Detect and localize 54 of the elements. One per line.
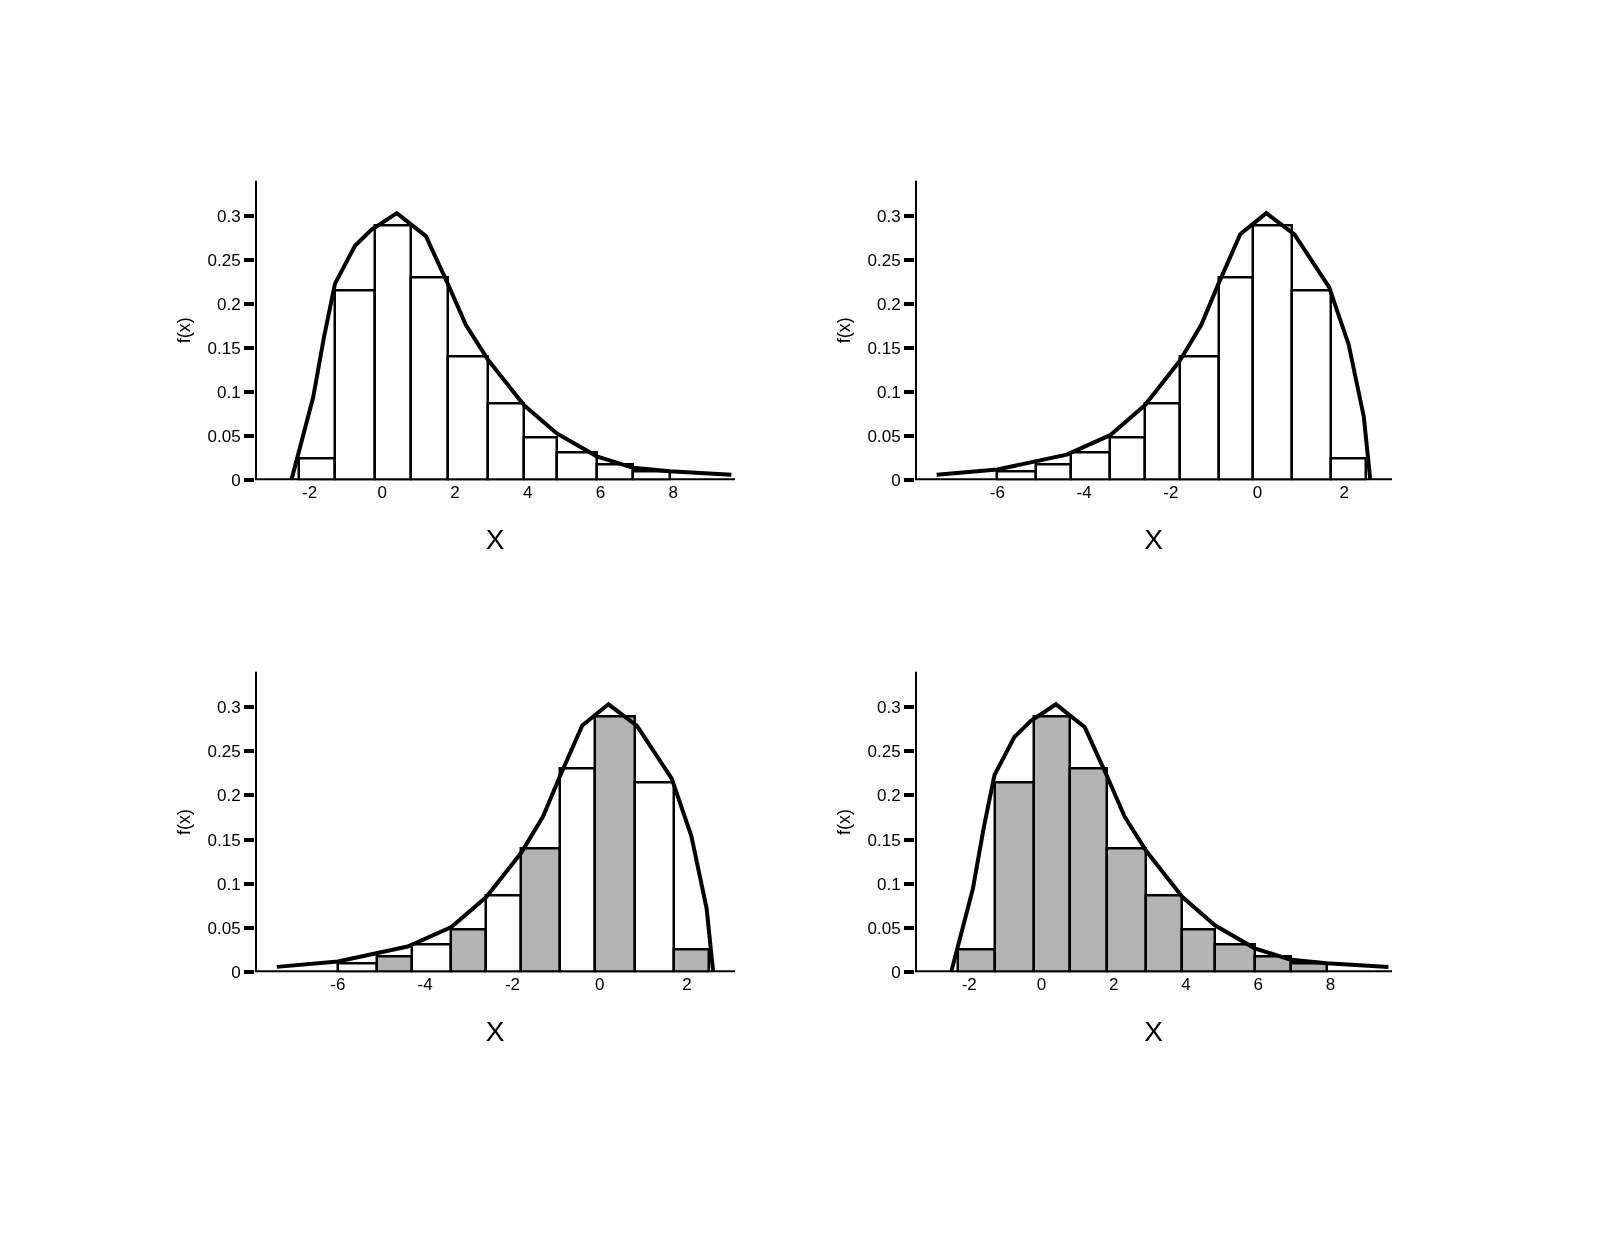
y-tick-label: 0.3 — [876, 206, 901, 226]
y-tick-label: 0.15 — [867, 338, 901, 358]
x-tick-label: -2 — [1163, 483, 1179, 503]
x-tick-label: -4 — [417, 975, 433, 995]
x-tick-label: 2 — [1109, 975, 1119, 995]
x-tick-label: 8 — [1325, 975, 1336, 995]
x-tick-label: -4 — [1076, 483, 1092, 503]
y-tick-label: 0.05 — [207, 427, 241, 447]
y-tick-label: 0.05 — [867, 427, 901, 447]
x-tick-label: 0 — [595, 975, 605, 995]
y-tick-label: 0.15 — [867, 830, 901, 850]
y-tick-label: 0.05 — [207, 918, 241, 938]
y-tick-label: 0.25 — [867, 250, 901, 270]
y-tick-label: 0.2 — [876, 294, 901, 314]
x-axis-title: X — [1144, 1016, 1164, 1048]
x-tick-label: 2 — [450, 483, 460, 503]
y-tick-label: 0.25 — [207, 742, 241, 762]
y-tick-label: 0.3 — [216, 697, 241, 717]
y-tick-label: 0.25 — [207, 250, 241, 270]
x-tick-label: 0 — [1036, 975, 1047, 995]
y-tick-label: 0.1 — [216, 874, 241, 894]
y-tick-label: 0.2 — [216, 786, 241, 806]
y-tick-label: 0.3 — [876, 697, 901, 717]
y-axis-title: f(x) — [833, 808, 854, 835]
x-tick-label: 8 — [668, 483, 678, 503]
y-tick-label: 0.1 — [876, 382, 901, 402]
y-tick-label: 0.2 — [876, 786, 901, 806]
x-tick-label: 0 — [1252, 483, 1263, 503]
y-tick-label: 0.15 — [207, 830, 241, 850]
x-tick-label: -6 — [330, 975, 346, 995]
x-tick-label: -2 — [961, 975, 977, 995]
y-axis-title: f(x) — [173, 808, 194, 835]
x-tick-label: 6 — [1253, 975, 1264, 995]
y-tick-label: 0.1 — [216, 382, 241, 402]
x-tick-label: 6 — [595, 483, 606, 503]
x-tick-label: 4 — [523, 483, 533, 503]
y-tick-label: 0.1 — [876, 874, 901, 894]
y-axis-title: f(x) — [173, 317, 194, 344]
x-tick-label: 4 — [1181, 975, 1191, 995]
y-tick-label: 0.15 — [207, 338, 241, 358]
x-tick-label: 2 — [1339, 483, 1350, 503]
x-axis-title: X — [485, 524, 505, 556]
y-axis-title: f(x) — [833, 317, 854, 344]
x-tick-label: 2 — [682, 975, 692, 995]
y-tick-label: 0.2 — [216, 294, 241, 314]
y-tick-label: 0.05 — [867, 918, 901, 938]
x-tick-label: -2 — [301, 483, 318, 503]
x-axis-title: X — [485, 1016, 505, 1048]
x-tick-label: -6 — [989, 483, 1005, 503]
x-axis-title: X — [1144, 524, 1164, 556]
x-tick-label: -2 — [504, 975, 521, 995]
y-tick-label: 0.3 — [216, 206, 241, 226]
x-tick-label: 0 — [377, 483, 387, 503]
y-tick-label: 0.25 — [867, 742, 901, 762]
